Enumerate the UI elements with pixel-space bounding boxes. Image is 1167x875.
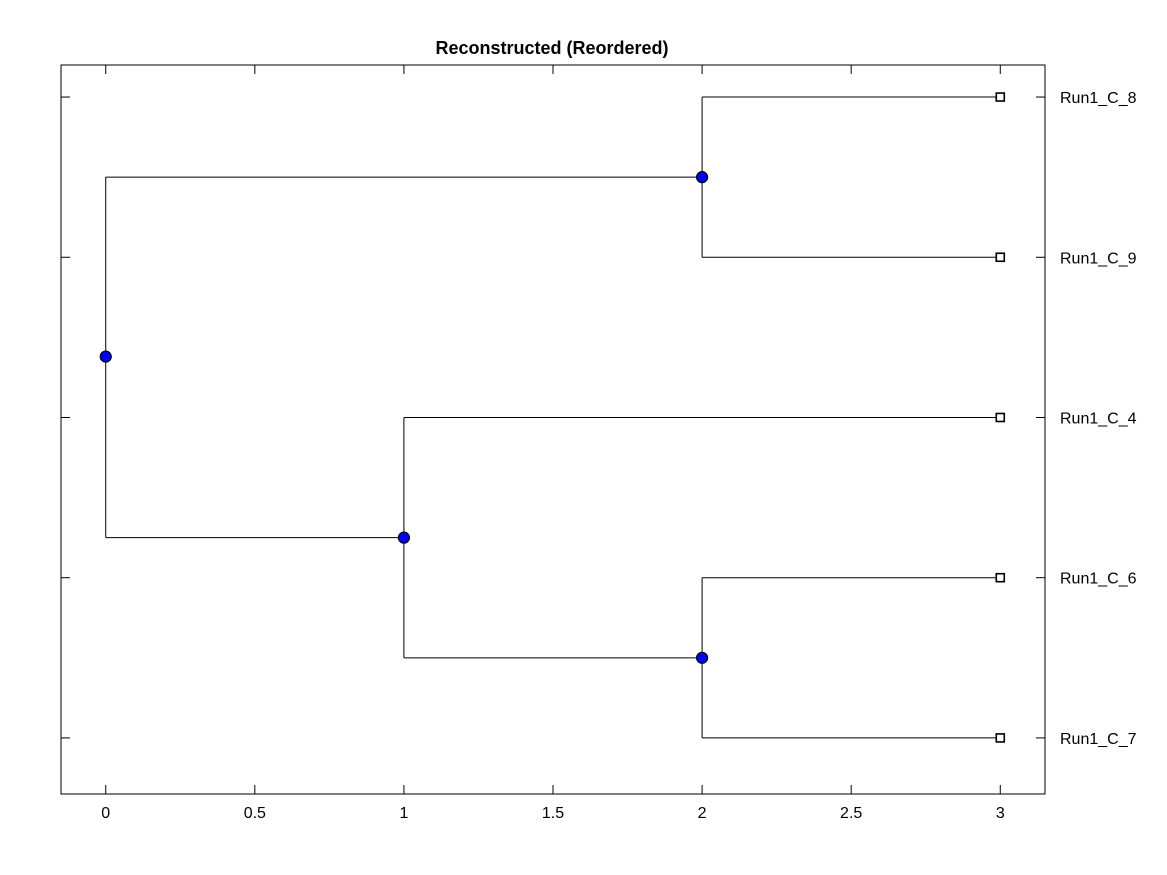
dendrogram-branches (105, 96, 1001, 739)
leaf-label: Run1_C_6 (1060, 571, 1137, 588)
leaf-label: Run1_C_4 (1060, 410, 1137, 427)
internal-node-marker (397, 531, 411, 544)
leaf-label: Run1_C_9 (1060, 250, 1137, 267)
internal-node-marker (99, 350, 112, 363)
x-tick-label: 1 (399, 805, 408, 822)
internal-node-marker (695, 171, 709, 184)
x-tick-label: 1.5 (542, 805, 564, 822)
x-tick-label: 2.5 (840, 805, 862, 822)
x-tick-label: 3 (996, 805, 1005, 822)
leaf-label: Run1_C_8 (1060, 90, 1137, 107)
x-tick-label: 2 (698, 805, 707, 822)
x-tick-label: 0 (101, 805, 110, 822)
leaf-node-marker (995, 252, 1006, 263)
chart-title: Reconstructed (Reordered) (435, 38, 668, 58)
leaf-node-marker (995, 733, 1006, 743)
dendrogram-nodes (99, 92, 1006, 743)
plot-area-frame (60, 64, 1046, 795)
axis-ticks: 0 0.5 1 1.5 2 2.5 3 (61, 65, 1045, 822)
leaf-label: Run1_C_7 (1060, 731, 1137, 748)
x-tick-label: 0.5 (244, 805, 266, 822)
leaf-labels: Run1_C_8 Run1_C_9 Run1_C_4 Run1_C_6 Run1_C_7 (1060, 90, 1137, 748)
internal-node-marker (695, 651, 709, 664)
leaf-node-marker (995, 92, 1006, 102)
leaf-node-marker (995, 572, 1006, 583)
leaf-node-marker (995, 412, 1006, 423)
